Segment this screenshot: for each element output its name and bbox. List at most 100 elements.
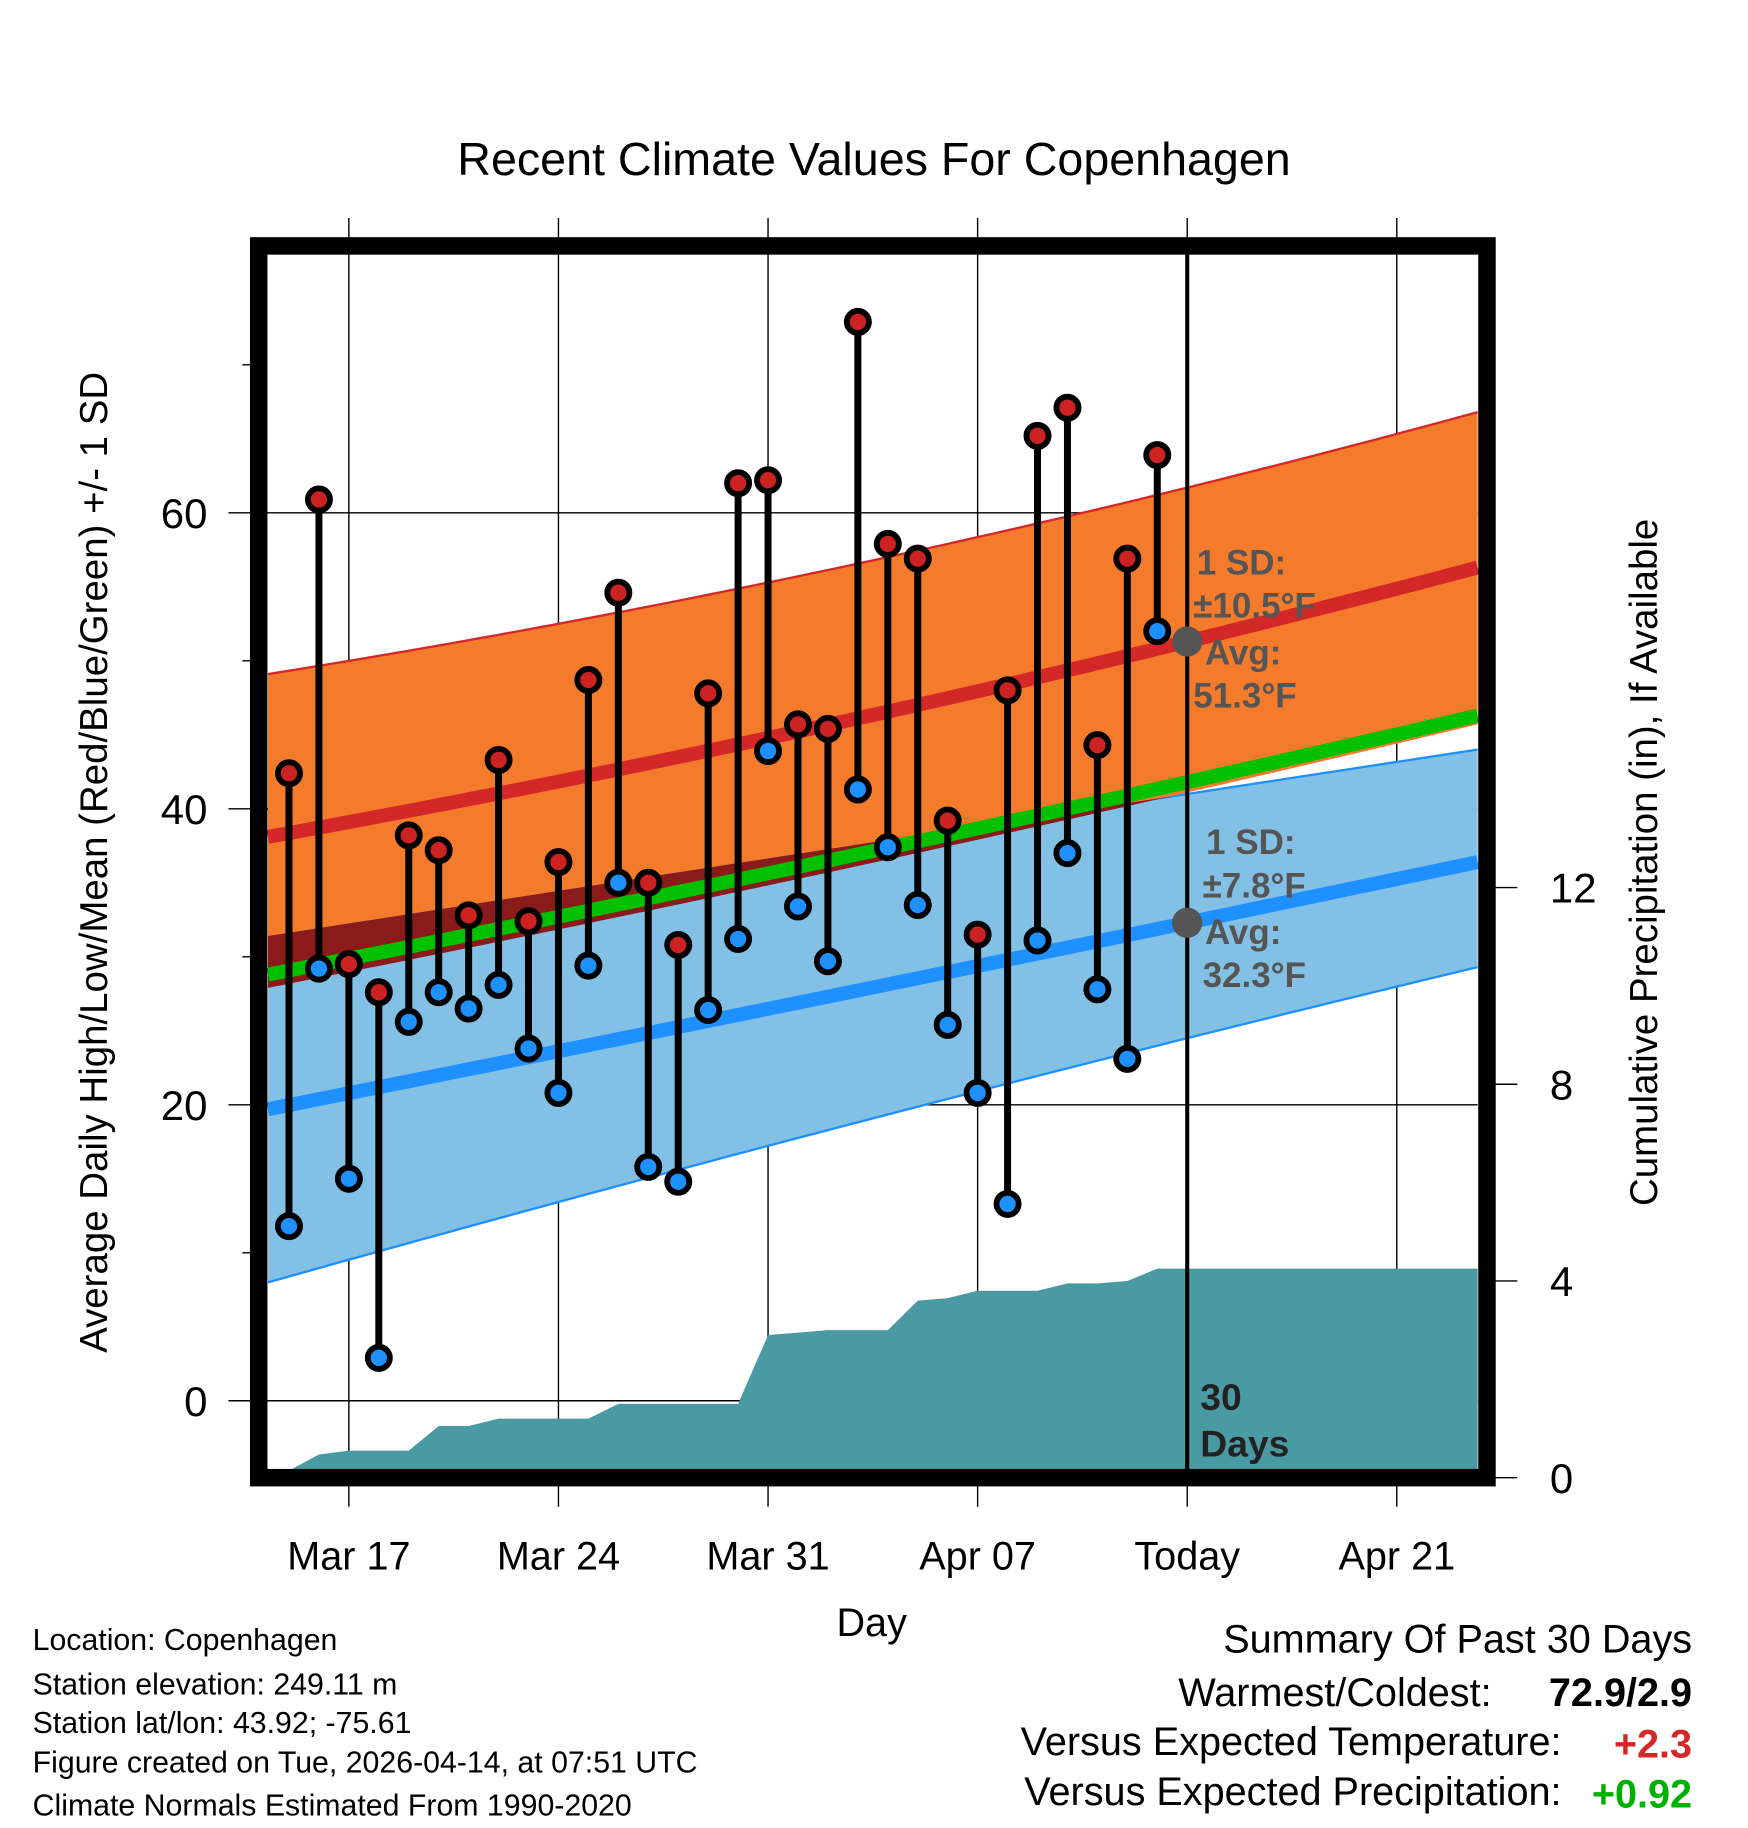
daily-high-point [993, 676, 1022, 705]
daily-high-point [903, 544, 932, 573]
daily-high-point [1053, 393, 1082, 422]
chart-title: Recent Climate Values For Copenhagen [457, 133, 1290, 185]
x-tick-label: Mar 17 [287, 1535, 410, 1579]
daily-low-point [813, 947, 842, 976]
daily-low-point [963, 1078, 992, 1107]
sd-annotation: 1 SD: [1206, 823, 1295, 862]
daily-high-point [1023, 421, 1052, 450]
daily-low-point [754, 737, 783, 766]
daily-high-point [1113, 544, 1142, 573]
daily-low-point [903, 890, 932, 919]
daily-low-point [1023, 926, 1052, 955]
daily-high-point [754, 466, 783, 495]
daily-low-point [275, 1212, 303, 1241]
y2-tick-label: 8 [1550, 1061, 1573, 1108]
daily-high-point [783, 710, 812, 739]
daily-high-point [694, 679, 723, 708]
daily-low-point [304, 954, 333, 983]
daily-low-point [544, 1078, 573, 1107]
sd-annotation: Avg: [1205, 913, 1281, 952]
daily-high-point [364, 978, 393, 1007]
high-band-upper-edge [267, 411, 1478, 676]
summary-panel: Summary Of Past 30 Days Warmest/Coldest:… [1021, 1617, 1692, 1816]
daily-low-point [364, 1343, 393, 1372]
daily-low-point [694, 996, 723, 1025]
footer-normals: Climate Normals Estimated From 1990-2020 [33, 1790, 632, 1823]
low-sd-band [268, 749, 1478, 1283]
window-label-number: 30 [1200, 1376, 1241, 1418]
x-axis-label: Day [836, 1601, 907, 1645]
y-tick-label: 60 [161, 490, 208, 537]
normal-low-line [266, 855, 1480, 1117]
sd-annotation: ±10.5°F [1193, 587, 1316, 626]
daily-low-point [993, 1189, 1022, 1218]
daily-high-point [813, 714, 842, 743]
normal-high-line [266, 560, 1480, 844]
daily-low-point [933, 1010, 962, 1039]
summary-title: Summary Of Past 30 Days [1223, 1617, 1692, 1661]
daily-high-point [544, 848, 573, 877]
daily-low-point [574, 951, 603, 980]
daily-low-point [484, 970, 513, 999]
sd-annotation: Avg: [1205, 633, 1281, 672]
daily-low-point [724, 925, 753, 953]
sd-annotation: 1 SD: [1197, 544, 1286, 583]
summary-temp-value: +2.3 [1614, 1722, 1692, 1766]
daily-high-point [424, 836, 453, 865]
x-tick-label: Mar 31 [706, 1535, 829, 1579]
daily-high-point [334, 950, 363, 979]
daily-low-point [843, 775, 872, 804]
sd-annotation: ±7.8°F [1203, 866, 1306, 905]
summary-warmest-value: 72.9/2.9 [1549, 1671, 1692, 1715]
daily-low-point [1143, 617, 1172, 646]
daily-low-point [334, 1164, 363, 1193]
daily-high-point [1143, 441, 1172, 470]
summary-precip-value: +0.92 [1592, 1772, 1692, 1816]
summary-precip-label: Versus Expected Precipitation: [1024, 1770, 1561, 1814]
daily-high-point [394, 821, 423, 850]
today-low-avg-marker [1172, 907, 1203, 938]
daily-low-point [394, 1007, 423, 1036]
daily-high-point [275, 759, 303, 788]
low-band-lower-edge [267, 965, 1478, 1284]
daily-high-point [724, 469, 753, 498]
summary-warmest-label: Warmest/Coldest: [1178, 1671, 1491, 1715]
daily-high-point [933, 806, 962, 835]
daily-high-point [843, 307, 872, 336]
y2-tick-label: 4 [1550, 1258, 1573, 1305]
daily-high-point [873, 529, 902, 558]
daily-high-point [963, 920, 992, 949]
sd-annotation: 32.3°F [1203, 956, 1306, 995]
daily-high-point [454, 901, 483, 930]
daily-high-point [514, 907, 543, 936]
x-tick-label: Today [1134, 1535, 1240, 1579]
daily-low-point [634, 1152, 663, 1181]
daily-high-point [574, 666, 603, 694]
x-tick-label: Mar 24 [497, 1535, 620, 1579]
plot-frame [249, 237, 1496, 1487]
y-tick-label: 20 [161, 1082, 208, 1129]
daily-high-point [484, 745, 513, 774]
daily-high-point [664, 930, 693, 959]
y-axis-label: Average Daily High/Low/Mean (Red/Blue/Gr… [73, 372, 116, 1353]
y2-tick-label: 0 [1550, 1455, 1573, 1502]
daily-low-point [1053, 839, 1082, 868]
y-tick-label: 0 [184, 1378, 207, 1425]
footer-location: Location: Copenhagen [33, 1624, 338, 1657]
x-tick-label: Apr 07 [919, 1535, 1036, 1579]
daily-low-point [424, 978, 453, 1007]
daily-low-point [1083, 975, 1112, 1004]
daily-low-point [783, 892, 812, 921]
daily-low-point [454, 994, 483, 1023]
today-high-avg-marker [1172, 626, 1203, 657]
daily-low-point [514, 1034, 543, 1063]
precip-area [268, 1268, 1478, 1478]
daily-high-point [304, 485, 333, 514]
plot-area: 30 Days 1 SD: ±10.5°F Avg: 51.3°F 1 SD: ±7.8°F A… [161, 217, 1597, 1579]
daily-high-point [1083, 731, 1112, 760]
footer-created: Figure created on Tue, 2026-04-14, at 07… [33, 1747, 698, 1780]
daily-high-point [604, 578, 633, 607]
window-label-unit: Days [1200, 1423, 1289, 1465]
footer-elevation: Station elevation: 249.11 m [33, 1668, 398, 1701]
